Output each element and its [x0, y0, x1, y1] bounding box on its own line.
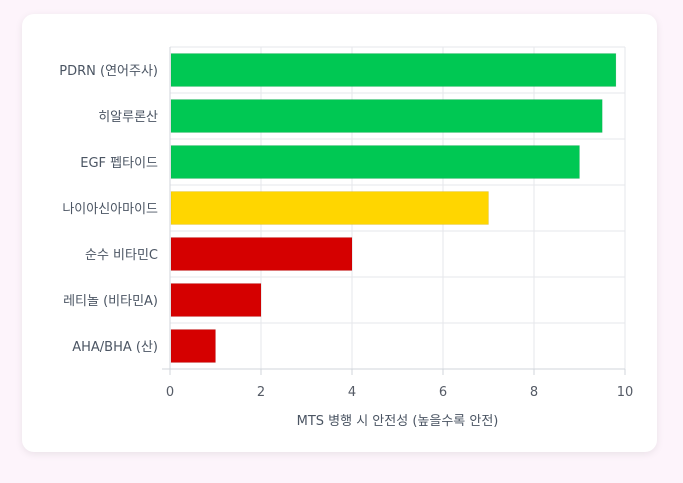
x-tick-label-0: 0 [166, 385, 174, 400]
bar-3[interactable] [170, 191, 489, 225]
chart-card [22, 14, 657, 452]
bar-6[interactable] [170, 329, 216, 363]
category-label-6: AHA/BHA (산) [72, 340, 158, 355]
x-ticks: 0 2 4 6 8 10 [166, 369, 633, 400]
x-tick-label-2: 2 [257, 385, 265, 400]
bar-5[interactable] [170, 283, 262, 317]
bar-1[interactable] [170, 99, 603, 133]
category-label-3: 나이아신아마이드 [62, 202, 158, 217]
x-axis-title: MTS 병행 시 안전성 (높을수록 안전) [297, 413, 499, 429]
category-label-4: 순수 비타민C [85, 248, 158, 263]
category-label-5: 레티놀 (비타민A) [63, 294, 158, 309]
x-tick-label-8: 8 [530, 385, 538, 400]
bar-0[interactable] [170, 53, 617, 87]
bars [170, 53, 617, 363]
bar-4[interactable] [170, 237, 353, 271]
x-tick-label-10: 10 [617, 385, 634, 400]
x-tick-label-4: 4 [348, 385, 356, 400]
category-label-2: EGF 펩타이드 [80, 156, 158, 171]
bar-2[interactable] [170, 145, 580, 179]
category-label-0: PDRN (연어주사) [59, 64, 158, 79]
x-tick-label-6: 6 [439, 385, 447, 400]
category-label-1: 히알루론산 [98, 110, 158, 125]
